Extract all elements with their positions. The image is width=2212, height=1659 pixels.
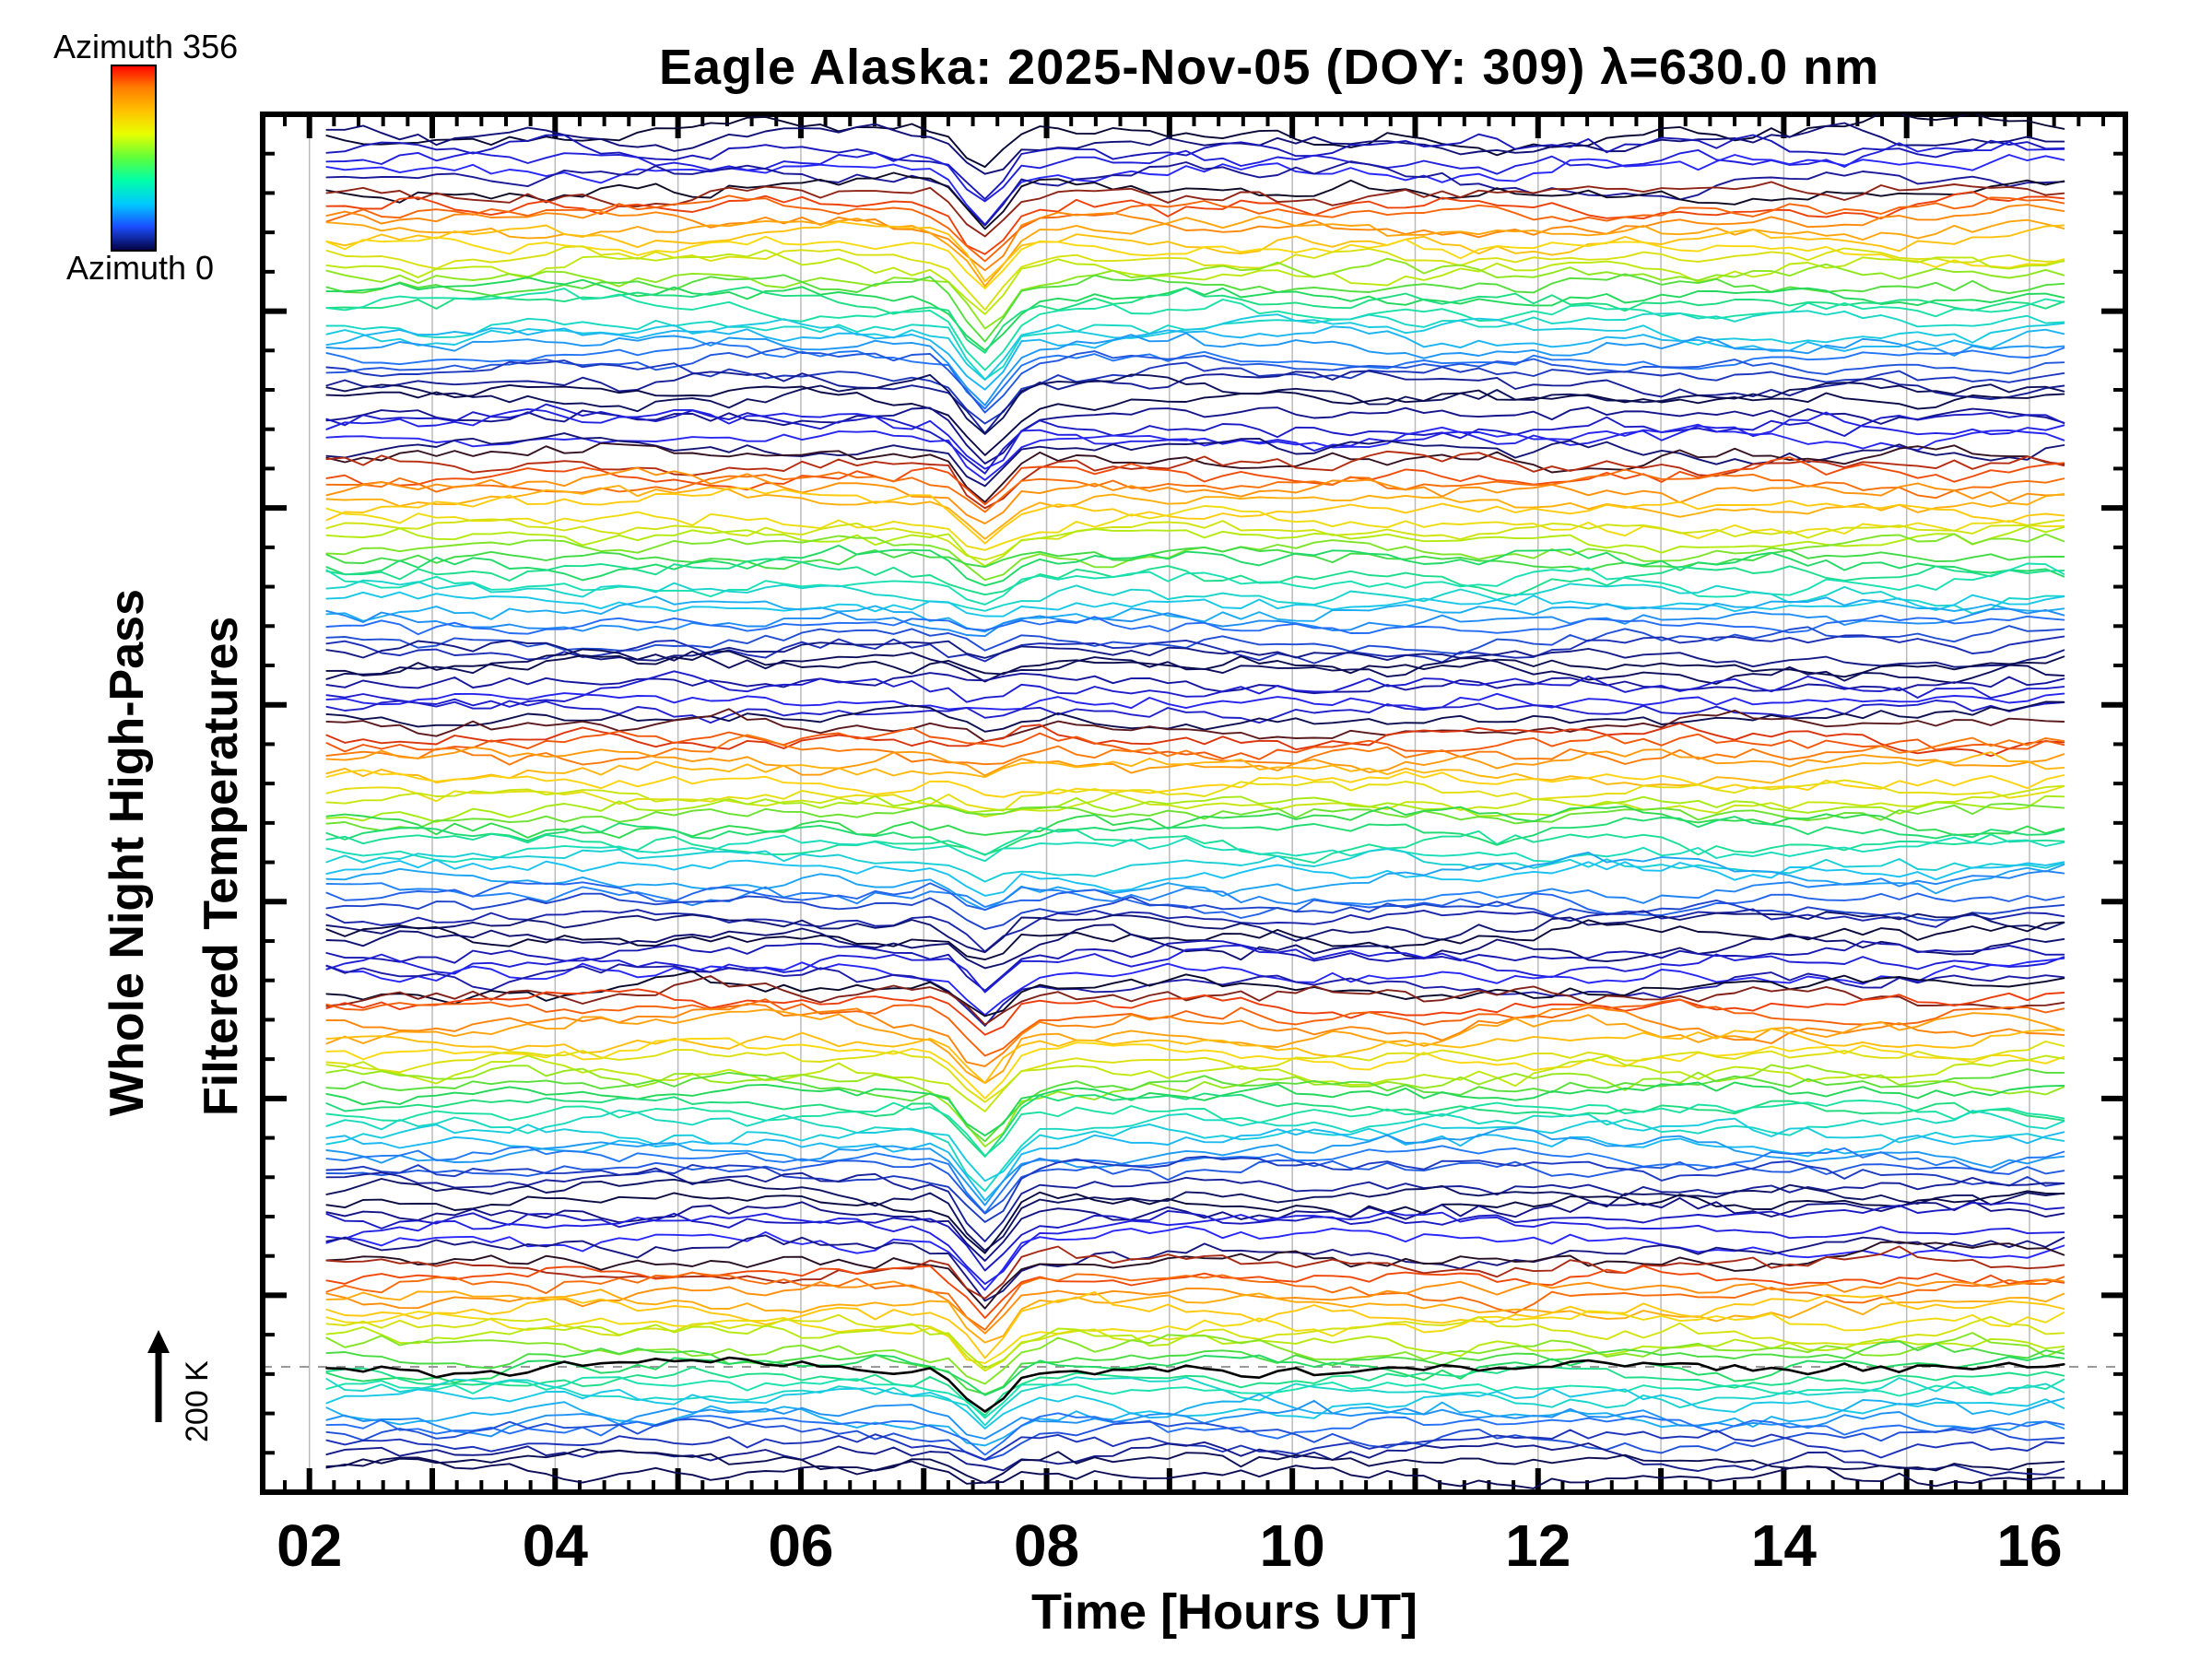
svg-text:12: 12 [1505, 1512, 1571, 1579]
svg-text:08: 08 [1014, 1512, 1079, 1579]
svg-text:10: 10 [1260, 1512, 1325, 1579]
svg-text:16: 16 [1996, 1512, 2062, 1579]
svg-text:04: 04 [523, 1512, 589, 1579]
svg-text:14: 14 [1751, 1512, 1818, 1579]
svg-text:02: 02 [276, 1512, 342, 1579]
svg-text:06: 06 [768, 1512, 833, 1579]
